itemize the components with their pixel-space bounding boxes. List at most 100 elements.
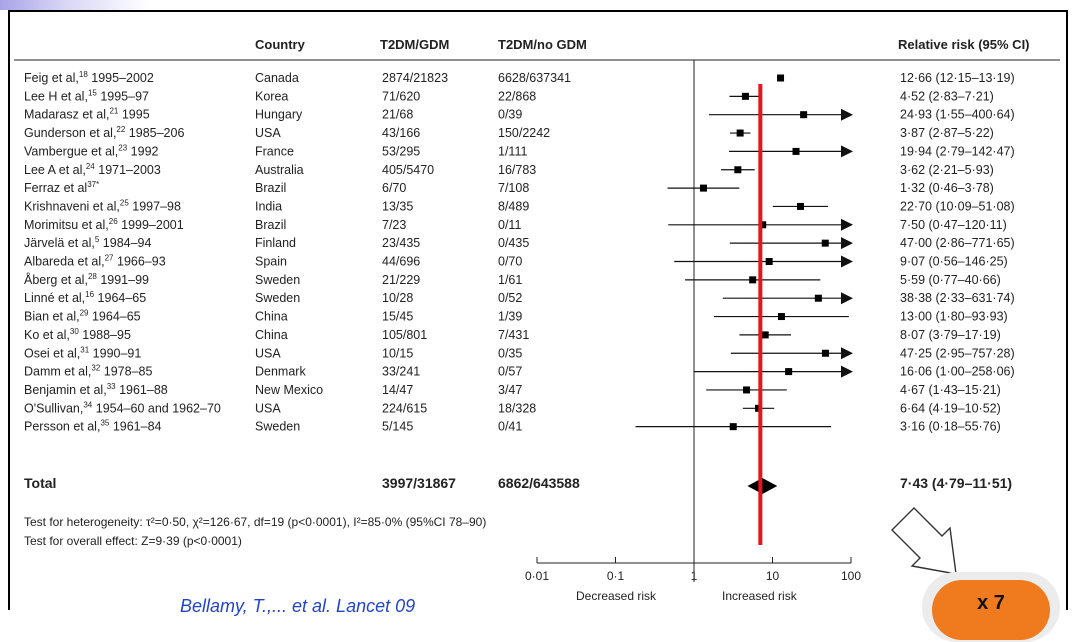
study-rr-ci: 38·38 (2·33–631·74) [900,291,1015,305]
study-rr-ci: 47·25 (2·95–757·28) [900,346,1015,360]
study-name: O'Sullivan,34 1954–60 and 1962–70 [24,400,221,415]
study-rr-ci: 7·50 (0·47–120·11) [900,218,1007,232]
point-estimate [749,276,757,284]
study-rr-ci: 22·70 (10·09–51·08) [900,199,1015,213]
arrow-pointer-icon [891,507,957,575]
study-gdm-count: 71/620 [382,89,420,103]
point-estimate [777,74,785,82]
ci-arrow [841,218,853,231]
ci-arrow [841,255,853,268]
study-gdm-count: 224/615 [382,401,427,415]
study-country: Sweden [255,291,300,305]
header-country: Country [255,37,306,52]
ci-arrow [841,145,853,158]
point-estimate [821,239,829,247]
ci-arrow [841,365,853,378]
study-nogdm-count: 3/47 [498,383,522,397]
study-nogdm-count: 7/431 [498,328,529,342]
point-estimate [792,147,800,155]
total-gdm: 3997/31867 [382,475,456,491]
total-label: Total [24,475,56,491]
study-nogdm-count: 8/489 [498,199,529,213]
study-rows: Feig et al,18 1995–2002 Canada 2874/21823 6… [24,70,1015,434]
study-nogdm-count: 0/11 [498,218,521,232]
study-nogdm-count: 6628/637341 [498,71,571,85]
point-estimate [699,184,707,192]
study-name: Osei et al,31 1990–91 [24,345,141,360]
ci-arrow [841,292,853,305]
study-rr-ci: 19·94 (2·79–142·47) [900,144,1015,158]
study-nogdm-count: 0/70 [498,255,522,269]
ci-arrow [841,237,853,250]
study-rr-ci: 3·62 (2·21–5·93) [900,163,994,177]
study-nogdm-count: 16/783 [498,163,536,177]
study-nogdm-count: 22/868 [498,89,536,103]
study-nogdm-count: 7/108 [498,181,529,195]
study-gdm-count: 14/47 [382,383,413,397]
study-name: Åberg et al,28 1991–99 [24,272,149,287]
plot-area: 0·01 0·1 1 10 100 [525,60,861,583]
point-estimate [765,258,773,265]
x-tick-label: 100 [841,569,861,583]
study-nogdm-count: 1/39 [498,310,522,324]
study-country: Spain [255,255,287,269]
study-gdm-count: 2874/21823 [382,71,448,85]
study-nogdm-count: 0/41 [498,420,522,434]
point-estimate [785,368,793,376]
point-estimate [759,221,767,229]
study-gdm-count: 5/145 [382,420,413,434]
study-country: Hungary [255,108,303,122]
study-gdm-count: 7/23 [382,218,406,232]
study-gdm-count: 33/241 [382,365,420,379]
study-nogdm-count: 1/61 [498,273,522,287]
study-gdm-count: 43/166 [382,126,420,140]
study-nogdm-count: 0/39 [498,108,522,122]
study-country: Sweden [255,420,300,434]
point-estimate [814,294,822,302]
study-rr-ci: 1·32 (0·46–3·78) [900,181,994,195]
study-nogdm-count: 0/57 [498,365,522,379]
study-gdm-count: 10/15 [382,346,413,360]
study-rr-ci: 9·07 (0·56–146·25) [900,255,1008,269]
study-name: Ferraz et al37* [24,180,99,195]
study-gdm-count: 21/229 [382,273,420,287]
study-rr-ci: 3·87 (2·87–5·22) [900,126,994,140]
study-rr-ci: 24·93 (1·55–400·64) [900,108,1015,122]
study-name: Feig et al,18 1995–2002 [24,70,154,85]
study-nogdm-count: 18/328 [498,401,536,415]
study-name: Damm et al,32 1978–85 [24,364,152,379]
study-gdm-count: 6/70 [382,181,406,195]
point-estimate [734,166,742,174]
study-gdm-count: 105/801 [382,328,427,342]
header-relative-risk: Relative risk (95% CI) [898,37,1030,52]
study-name: Albareda et al,27 1966–93 [24,254,166,269]
study-gdm-count: 21/68 [382,108,413,122]
study-country: India [255,199,282,213]
study-rr-ci: 13·00 (1·80–93·93) [900,310,1008,324]
point-estimate [777,313,785,321]
study-nogdm-count: 0/435 [498,236,529,250]
study-name: Lee A et al,24 1971–2003 [24,162,161,177]
study-name: Persson et al,35 1961–84 [24,419,162,434]
study-rr-ci: 5·59 (0·77–40·66) [900,273,1001,287]
study-nogdm-count: 1/111 [498,144,527,158]
study-gdm-count: 10/28 [382,291,413,305]
study-country: China [255,328,288,342]
overall-effect-note: Test for overall effect: Z=9·39 (p<0·000… [24,534,242,548]
ci-arrow [841,108,853,121]
study-country: Finland [255,236,296,250]
total-no-gdm: 6862/643588 [498,475,580,491]
study-rr-ci: 8·07 (3·79–17·19) [900,328,1001,342]
ci-arrow [841,347,853,360]
study-name: Madarasz et al,21 1995 [24,107,150,122]
study-name: Linné et al,16 1964–65 [24,290,146,305]
study-nogdm-count: 150/2242 [498,126,550,140]
study-country: Australia [255,163,304,177]
forest-plot: Country T2DM/GDM T2DM/no GDM Relative ri… [14,37,1060,603]
study-country: USA [255,401,281,415]
study-name: Gunderson et al,22 1985–206 [24,125,184,140]
study-rr-ci: 16·06 (1·00–258·06) [900,365,1015,379]
study-rr-ci: 6·64 (4·19–10·52) [900,401,1001,415]
study-nogdm-count: 0/35 [498,346,522,360]
header-t2dm-no-gdm: T2DM/no GDM [498,37,587,52]
